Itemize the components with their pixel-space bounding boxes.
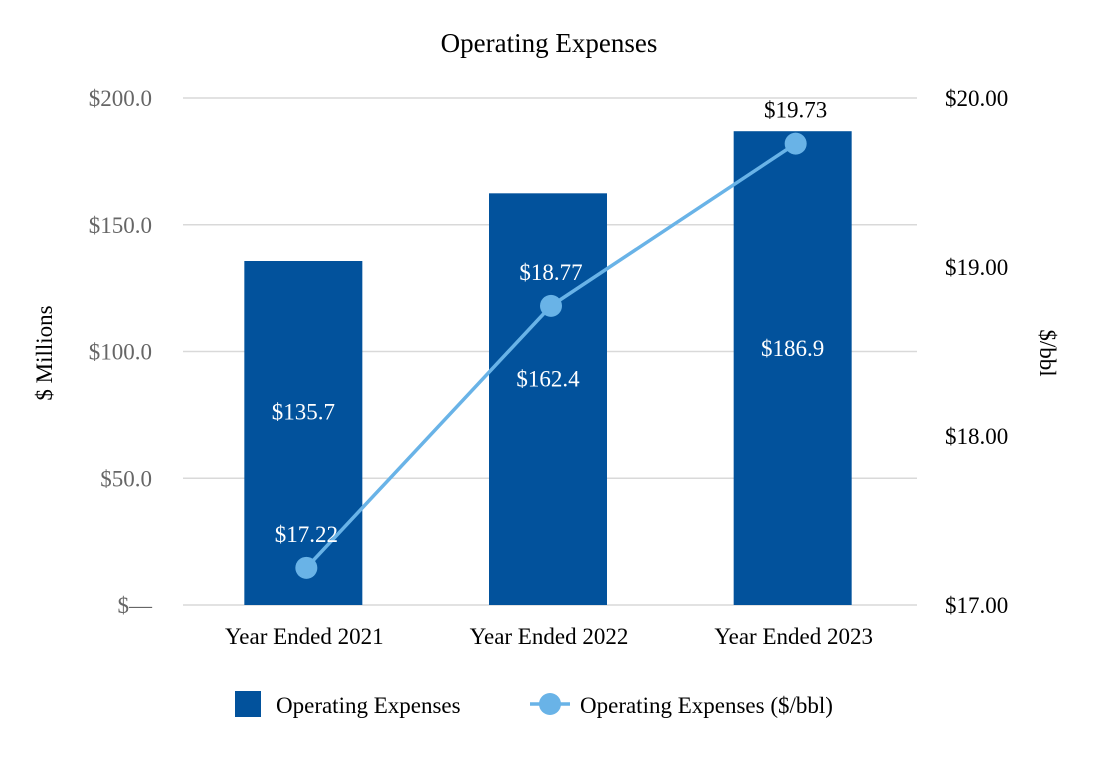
line-series	[295, 132, 807, 579]
line-point	[295, 556, 318, 579]
line-point	[540, 294, 562, 317]
right-tick-label: $17.00	[945, 593, 1008, 618]
line-point	[784, 132, 807, 155]
legend-bar-label: Operating Expenses	[276, 693, 461, 718]
legend-line-label: Operating Expenses ($/bbl)	[580, 693, 833, 718]
left-axis-title: $ Millions	[32, 305, 57, 400]
right-axis-ticks: $17.00 $18.00 $19.00 $20.00	[945, 86, 1008, 618]
line-value-label: $17.22	[275, 522, 338, 547]
right-tick-label: $20.00	[945, 86, 1008, 111]
bar	[244, 261, 363, 605]
line-value-label: $18.77	[519, 260, 582, 285]
right-axis-title: $/bbl	[1035, 329, 1060, 376]
bar-value-label: $135.7	[272, 399, 335, 424]
left-tick-label: $50.0	[100, 466, 152, 491]
chart-title: Operating Expenses	[441, 28, 658, 58]
bar-value-label: $162.4	[516, 366, 580, 391]
left-axis-ticks: $— $50.0 $100.0 $150.0 $200.0	[89, 86, 153, 618]
category-label: Year Ended 2023	[714, 624, 873, 649]
legend-bar-swatch	[235, 691, 261, 717]
line-value-label: $19.73	[764, 98, 827, 123]
left-tick-label: $—	[118, 593, 154, 618]
bar-series	[244, 131, 852, 606]
left-tick-label: $150.0	[89, 213, 152, 238]
left-tick-label: $100.0	[89, 340, 152, 365]
bar-value-label: $186.9	[761, 336, 824, 361]
bar	[489, 193, 607, 606]
right-tick-label: $19.00	[945, 255, 1008, 280]
left-tick-label: $200.0	[89, 86, 152, 111]
legend-line-marker	[539, 693, 561, 715]
bar	[733, 131, 852, 605]
category-label: Year Ended 2022	[470, 624, 629, 649]
right-tick-label: $18.00	[945, 424, 1008, 449]
legend: Operating Expenses Operating Expenses ($/…	[235, 691, 833, 718]
category-label: Year Ended 2021	[225, 624, 384, 649]
category-axis-ticks: Year Ended 2021 Year Ended 2022 Year Ended…	[225, 624, 873, 649]
data-labels: $135.7 $162.4 $186.9 $17.22 $18.77 $19.73	[272, 98, 828, 547]
